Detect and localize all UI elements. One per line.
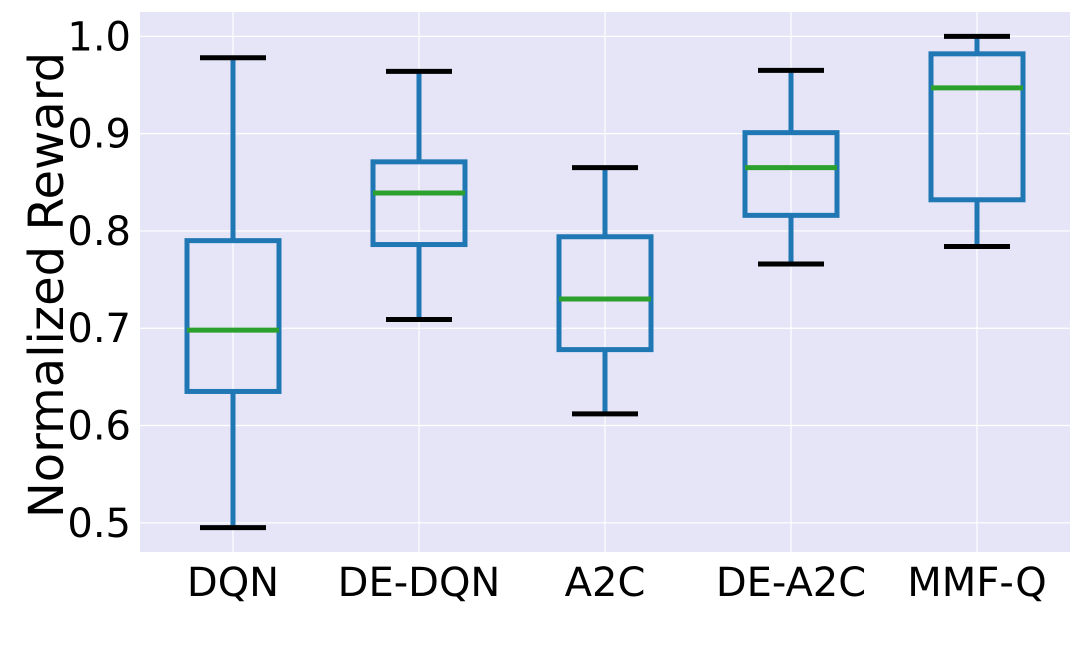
box-iqr bbox=[556, 234, 654, 353]
box-iqr bbox=[928, 51, 1026, 203]
y-axis-label: Normalized Reward bbox=[19, 52, 75, 518]
box-group-dqn bbox=[184, 55, 282, 531]
x-tick-label: MMF-Q bbox=[907, 560, 1046, 606]
box-group-de-a2c bbox=[742, 67, 840, 267]
y-tick-label: 0.5 bbox=[67, 501, 131, 547]
box-iqr bbox=[370, 159, 468, 248]
x-tick-label: DQN bbox=[187, 560, 279, 606]
y-axis-ticks: 0.5 0.6 0.7 0.8 0.9 1.0 bbox=[67, 14, 131, 546]
y-tick-label: 0.8 bbox=[67, 209, 131, 255]
x-tick-label: DE-A2C bbox=[716, 560, 866, 606]
y-tick-label: 0.7 bbox=[67, 306, 131, 352]
x-tick-label: A2C bbox=[565, 560, 646, 606]
box-group-mmf-q bbox=[928, 33, 1026, 249]
box-group-a2c bbox=[556, 165, 654, 417]
y-tick-label: 0.6 bbox=[67, 404, 131, 450]
boxes bbox=[184, 33, 1026, 531]
box-group-de-dqn bbox=[370, 68, 468, 322]
y-tick-label: 1.0 bbox=[67, 14, 131, 60]
x-tick-label: DE-DQN bbox=[338, 560, 501, 606]
x-axis-ticks: DQN DE-DQN A2C DE-A2C MMF-Q bbox=[187, 560, 1047, 606]
y-tick-label: 0.9 bbox=[67, 112, 131, 158]
box-iqr bbox=[184, 238, 282, 394]
box-iqr bbox=[742, 130, 840, 218]
